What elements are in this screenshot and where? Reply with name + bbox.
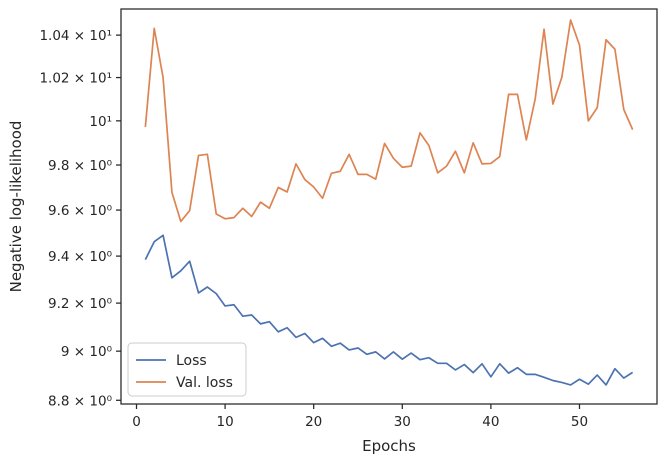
y-tick-label: 10¹ xyxy=(89,114,112,130)
series-line-val-loss xyxy=(144,19,634,223)
y-axis-ticks: 8.8 × 10⁰ 9 × 10⁰ 9.2 × 10⁰ 9.4 × 10⁰ 9.6 × … xyxy=(39,28,121,409)
plot-area xyxy=(121,9,657,404)
x-axis-ticks: 0 10 20 30 40 50 xyxy=(132,404,588,430)
x-tick-label: 20 xyxy=(305,414,322,430)
y-tick-label: 1.02 × 10¹ xyxy=(39,71,112,87)
x-tick-label: 50 xyxy=(571,414,588,430)
x-tick-label: 0 xyxy=(132,414,141,430)
y-tick-label: 9.8 × 10⁰ xyxy=(48,158,112,174)
y-tick-label: 9 × 10⁰ xyxy=(61,344,112,360)
legend-label-val-loss: Val. loss xyxy=(176,375,233,391)
series-line-loss xyxy=(144,234,634,386)
legend-label-loss: Loss xyxy=(176,353,207,369)
series-layer xyxy=(144,19,634,386)
y-tick-label: 1.04 × 10¹ xyxy=(39,28,112,44)
y-tick-label: 8.8 × 10⁰ xyxy=(48,393,112,409)
x-axis-label: Epochs xyxy=(362,437,416,455)
x-tick-label: 10 xyxy=(217,414,234,430)
legend: Loss Val. loss xyxy=(127,342,247,397)
y-tick-label: 9.2 × 10⁰ xyxy=(48,296,112,312)
y-tick-label: 9.6 × 10⁰ xyxy=(48,203,112,219)
plot-frame xyxy=(120,8,658,405)
x-tick-label: 40 xyxy=(482,414,499,430)
y-axis-label: Negative log-likelihood xyxy=(7,121,25,293)
x-tick-label: 30 xyxy=(394,414,411,430)
y-tick-label: 9.4 × 10⁰ xyxy=(48,249,112,265)
